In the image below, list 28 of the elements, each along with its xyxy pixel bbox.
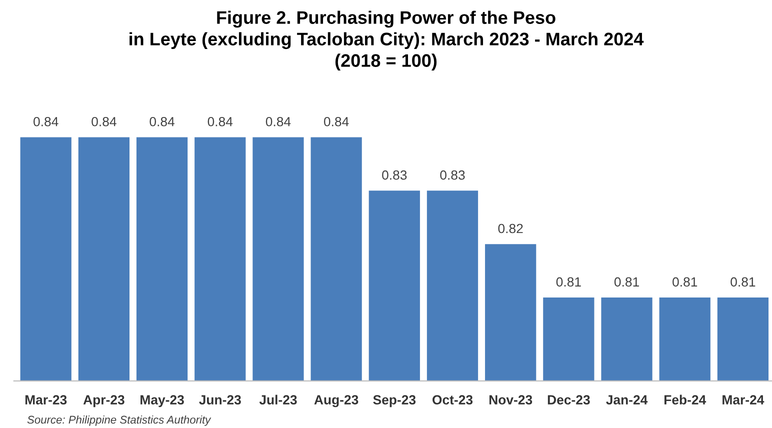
- data-label: 0.81: [556, 277, 581, 287]
- data-label: 0.84: [266, 116, 291, 126]
- x-tick-label: Mar-23: [25, 395, 67, 405]
- data-label: 0.83: [440, 170, 465, 180]
- data-label: 0.81: [672, 277, 698, 287]
- x-tick-label: Nov-23: [489, 395, 532, 405]
- x-tick-label: Oct-23: [432, 395, 473, 405]
- data-label: 0.84: [92, 116, 116, 126]
- data-label: 0.84: [34, 116, 58, 126]
- data-label: 0.82: [498, 224, 523, 234]
- x-tick-label: Dec-23: [548, 395, 590, 405]
- data-label: 0.84: [150, 116, 174, 126]
- data-label: 0.83: [382, 170, 407, 180]
- x-tick-label: Aug-23: [314, 395, 358, 408]
- data-label: 0.81: [614, 277, 639, 287]
- x-tick-label: Jun-23: [199, 395, 241, 405]
- data-label: 0.81: [730, 277, 756, 287]
- data-label: 0.84: [324, 116, 349, 126]
- annotation: Source: Philippine Statistics Authority: [27, 416, 212, 426]
- x-tick-label: Sep-23: [373, 395, 416, 408]
- x-tick-label: Jul-23: [259, 394, 297, 405]
- data-label: 0.84: [208, 116, 233, 126]
- chart-title: Figure 2. Purchasing Power of the Peso in Leyte (excluding Tacloban City): March 2023 - March 2024 (2018 = 100): [130, 10, 644, 71]
- x-tick-label: May-23: [140, 395, 184, 408]
- x-tick-label: Jan-24: [606, 395, 648, 404]
- x-tick-label: Feb-24: [664, 394, 706, 404]
- x-tick-label: Mar-24: [722, 395, 764, 404]
- x-tick-label: Apr-23: [83, 395, 124, 408]
